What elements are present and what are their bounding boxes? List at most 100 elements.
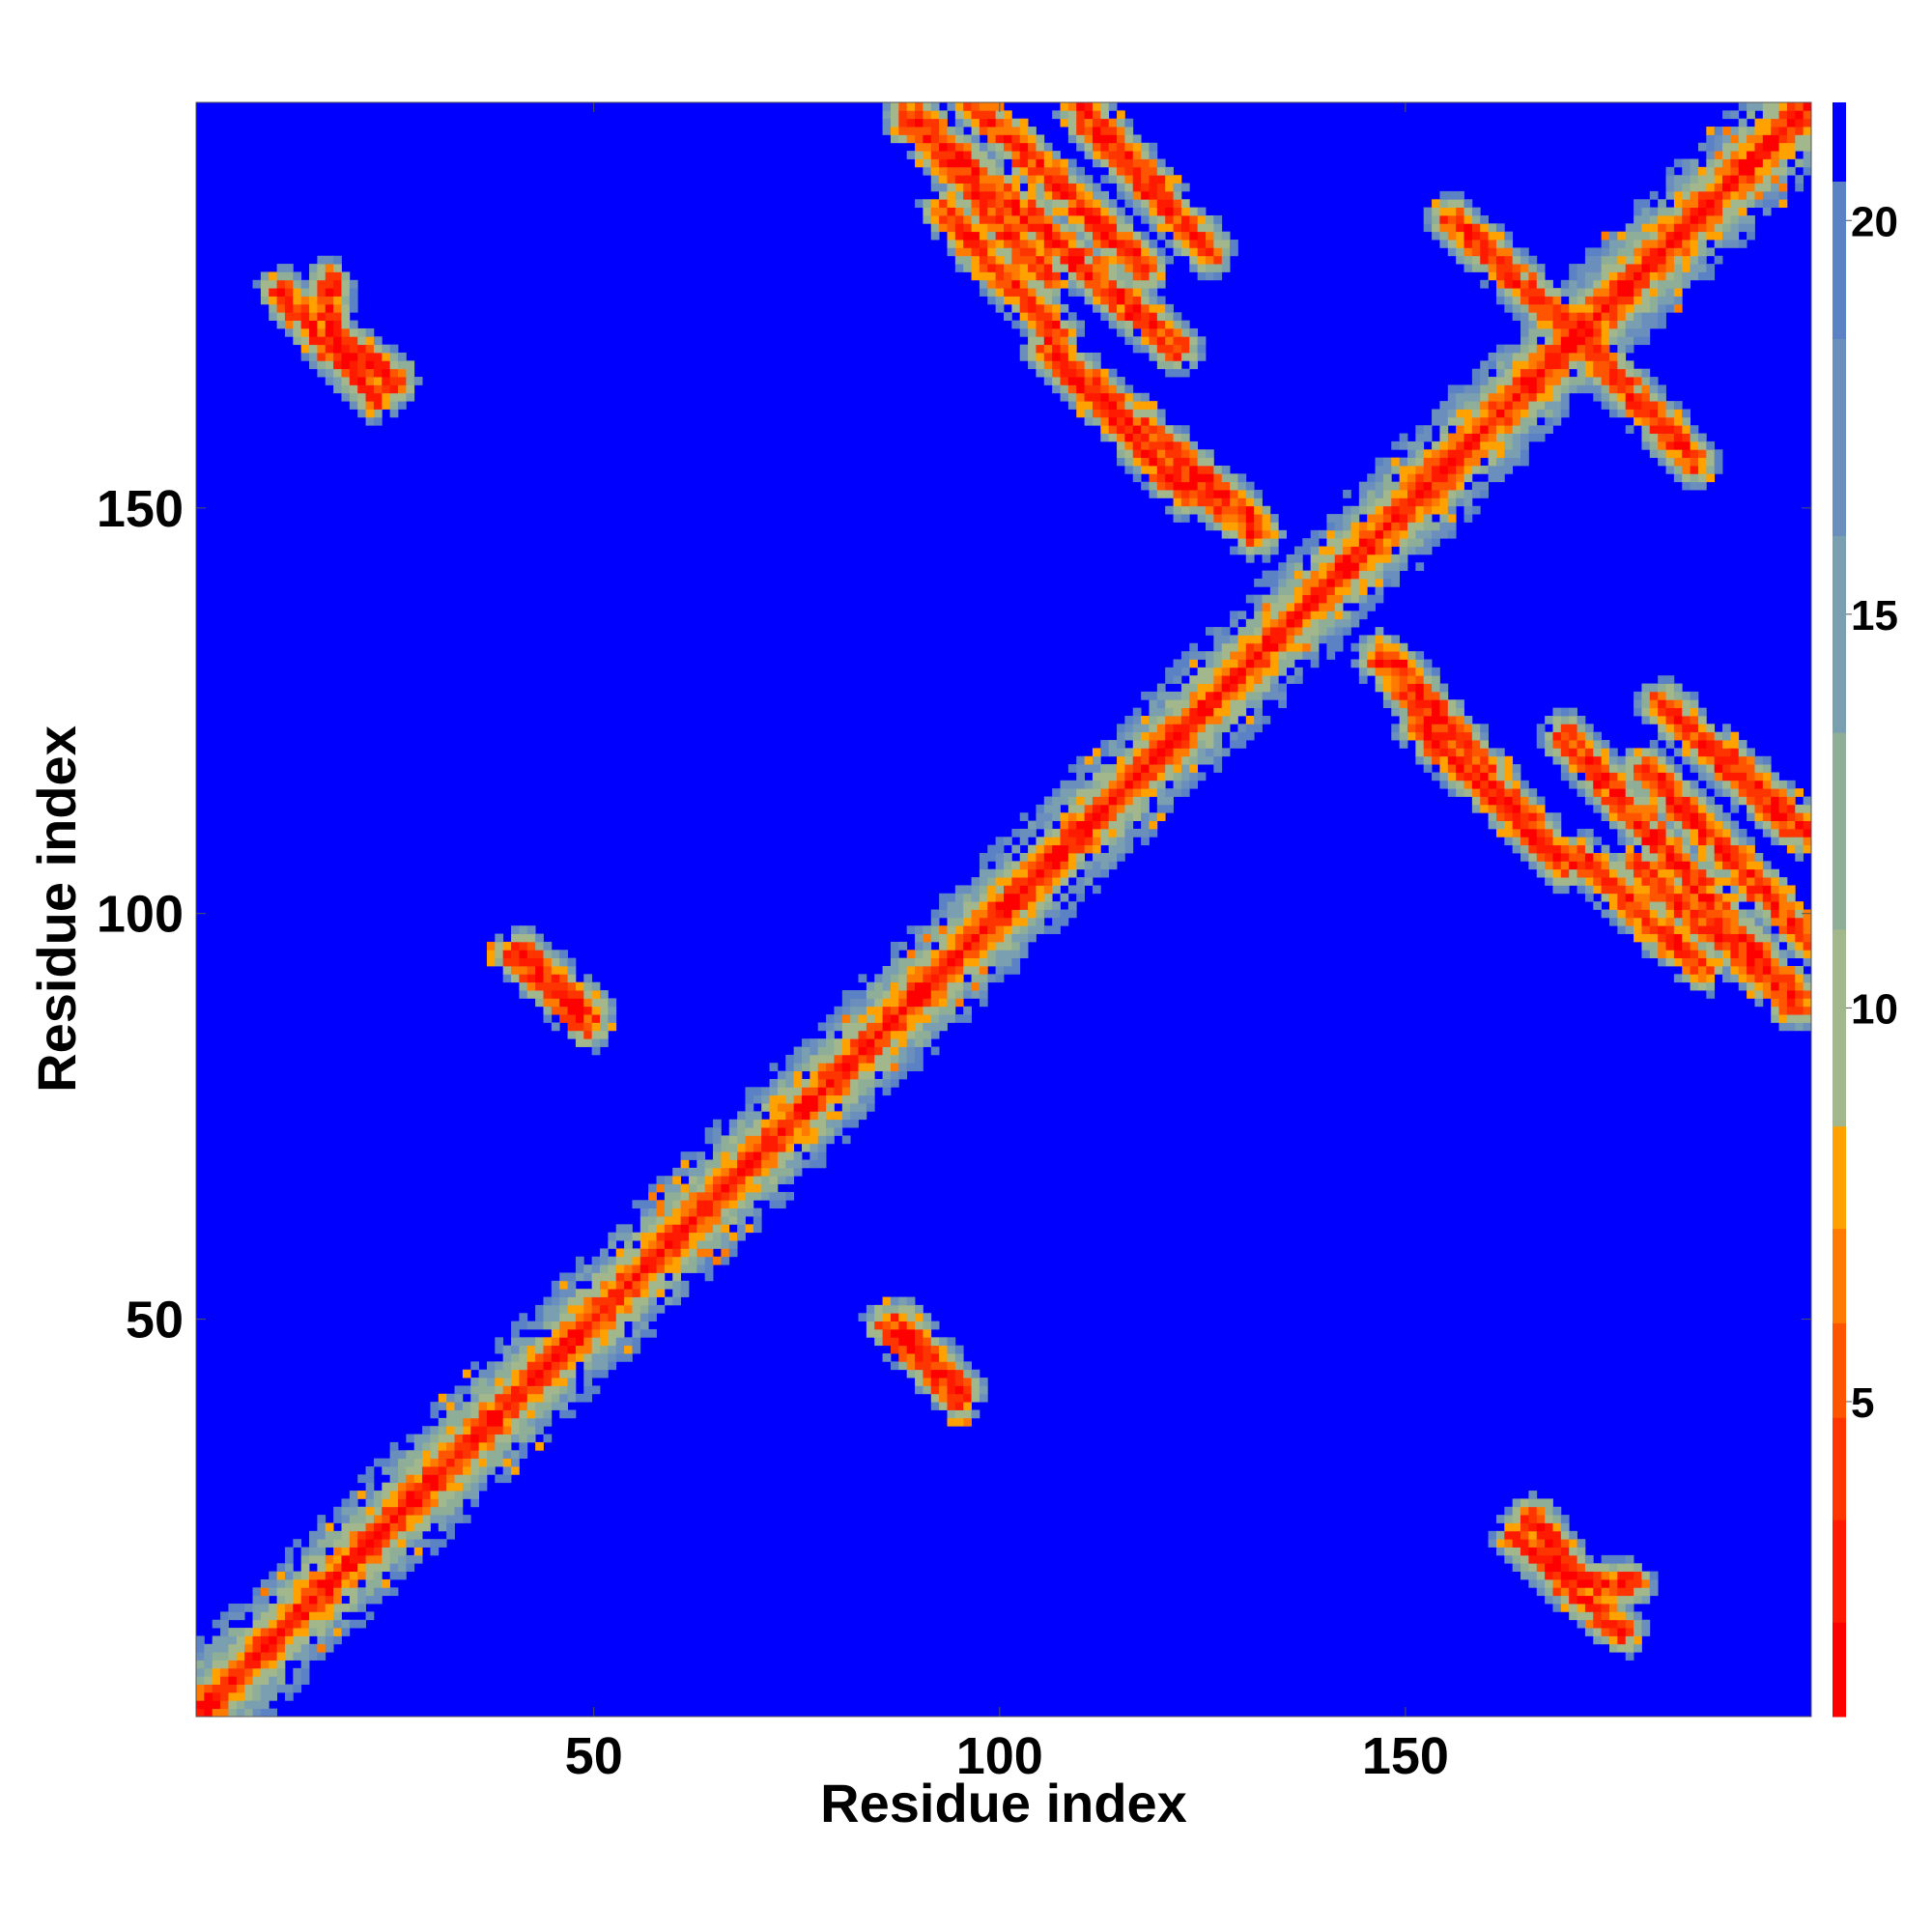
heatmap-cell (688, 1232, 697, 1241)
heatmap-cell (1367, 490, 1376, 498)
heatmap-cell (1463, 457, 1473, 467)
heatmap-cell (954, 981, 964, 991)
heatmap-cell (906, 134, 916, 144)
heatmap-cell (1043, 925, 1053, 934)
heatmap-cell (1213, 473, 1223, 483)
heatmap-cell (826, 1022, 835, 1032)
heatmap-cell (478, 1450, 488, 1460)
heatmap-cell (1165, 320, 1174, 329)
heatmap-cell (511, 1385, 520, 1395)
heatmap-cell (826, 1014, 835, 1023)
heatmap-cell (1286, 642, 1295, 652)
heatmap-cell (1367, 497, 1376, 507)
heatmap-cell (930, 1345, 940, 1354)
heatmap-cell (446, 1515, 455, 1523)
heatmap-cell (1060, 102, 1069, 111)
heatmap-cell (293, 1595, 302, 1605)
heatmap-cell (1011, 965, 1021, 975)
heatmap-cell (696, 1248, 706, 1258)
heatmap-cell (1028, 353, 1037, 361)
heatmap-cell (1375, 586, 1384, 596)
heatmap-cell (987, 151, 997, 159)
heatmap-cell (1439, 740, 1449, 749)
heatmap-cell (1495, 780, 1505, 789)
heatmap-cell (325, 353, 334, 361)
heatmap-cell (769, 1200, 779, 1209)
heatmap-cell (971, 102, 980, 111)
heatmap-cell (317, 1643, 327, 1653)
heatmap-cell (728, 1127, 738, 1136)
heatmap-cell (543, 1304, 553, 1314)
heatmap-cell (1415, 683, 1425, 693)
heatmap-cell (1415, 457, 1425, 467)
heatmap-cell (1504, 465, 1514, 474)
heatmap-cell (1230, 642, 1238, 652)
heatmap-cell (672, 1191, 681, 1201)
heatmap-cell (1149, 327, 1158, 337)
heatmap-cell (1480, 748, 1489, 757)
heatmap-cell (704, 1191, 714, 1201)
heatmap-cell (1213, 683, 1223, 693)
heatmap-cell (1028, 207, 1037, 216)
heatmap-cell (1552, 1522, 1562, 1532)
heatmap-cell (1480, 384, 1489, 394)
heatmap-cell (1092, 409, 1101, 418)
heatmap-cell (438, 1522, 447, 1532)
heatmap-cell (1536, 1498, 1546, 1508)
heatmap-cell (826, 1094, 835, 1104)
heatmap-cell (1463, 409, 1473, 418)
heatmap-cell (971, 933, 980, 943)
heatmap-cell (1463, 740, 1473, 749)
heatmap-cell (1423, 707, 1433, 717)
heatmap-cell (1084, 214, 1094, 224)
heatmap-cell (777, 1070, 786, 1080)
heatmap-cell (1100, 392, 1110, 402)
heatmap-cell (309, 312, 318, 321)
heatmap-cell (728, 1159, 738, 1169)
heatmap-cell (1149, 264, 1158, 272)
heatmap-cell (1512, 788, 1521, 797)
heatmap-cell (349, 401, 358, 410)
heatmap-cell (987, 264, 997, 272)
heatmap-cell (898, 941, 908, 951)
heatmap-cell (1601, 288, 1610, 297)
heatmap-cell (333, 1530, 342, 1540)
heatmap-cell (737, 1191, 746, 1201)
heatmap-cell (1326, 611, 1336, 620)
heatmap-cell (947, 893, 956, 902)
heatmap-cell (1269, 667, 1279, 676)
heatmap-cell (373, 1539, 383, 1548)
heatmap-cell (1512, 384, 1521, 394)
heatmap-cell (575, 981, 584, 991)
heatmap-cell (753, 1176, 762, 1184)
heatmap-cell (1117, 392, 1125, 402)
heatmap-cell (1076, 788, 1085, 797)
heatmap-cell (1432, 223, 1440, 233)
heatmap-cell (1520, 796, 1529, 806)
heatmap-cell (987, 223, 997, 233)
heatmap-cell (1310, 529, 1320, 539)
heatmap-cell (1060, 853, 1069, 862)
heatmap-cell (1206, 465, 1214, 474)
heatmap-cell (1552, 755, 1562, 765)
heatmap-cell (1593, 877, 1603, 886)
heatmap-cell (1488, 416, 1497, 426)
heatmap-cell (624, 1264, 633, 1273)
heatmap-cell (979, 893, 988, 902)
heatmap-cell (422, 1522, 431, 1532)
heatmap-cell (769, 1103, 779, 1112)
heatmap-cell (1028, 296, 1037, 305)
heatmap-cell (583, 1345, 593, 1354)
heatmap-cell (357, 327, 366, 337)
heatmap-cell (535, 1361, 544, 1371)
heatmap-cell (1036, 820, 1045, 830)
heatmap-cell (543, 990, 553, 999)
heatmap-cell (1100, 748, 1110, 757)
heatmap-cell (1180, 691, 1190, 700)
heatmap-cell (228, 1628, 238, 1636)
heatmap-cell (1206, 247, 1214, 257)
heatmap-cell (1423, 667, 1433, 676)
heatmap-cell (608, 1006, 617, 1015)
heatmap-cell (915, 158, 923, 168)
heatmap-cell (567, 1022, 577, 1032)
